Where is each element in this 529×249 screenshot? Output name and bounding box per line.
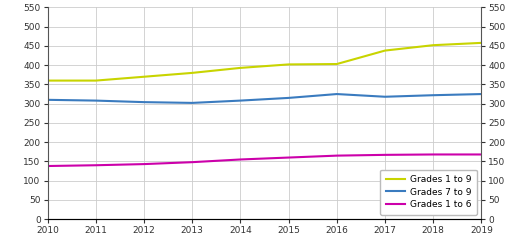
Grades 7 to 9	[93, 99, 99, 102]
Grades 7 to 9	[237, 99, 243, 102]
Grades 7 to 9	[430, 94, 436, 97]
Grades 1 to 6	[237, 158, 243, 161]
Grades 1 to 9	[478, 41, 485, 44]
Grades 7 to 9	[382, 95, 388, 98]
Grades 1 to 9	[237, 66, 243, 69]
Grades 1 to 6	[141, 163, 147, 166]
Grades 1 to 6	[382, 153, 388, 156]
Grades 1 to 9	[382, 49, 388, 52]
Grades 1 to 6	[93, 164, 99, 167]
Grades 1 to 9	[93, 79, 99, 82]
Grades 1 to 6	[189, 161, 195, 164]
Grades 7 to 9	[44, 98, 51, 101]
Grades 1 to 9	[334, 62, 340, 65]
Grades 7 to 9	[286, 96, 292, 99]
Grades 1 to 6	[478, 153, 485, 156]
Grades 1 to 6	[286, 156, 292, 159]
Grades 1 to 9	[286, 63, 292, 66]
Line: Grades 1 to 6: Grades 1 to 6	[48, 154, 481, 166]
Legend: Grades 1 to 9, Grades 7 to 9, Grades 1 to 6: Grades 1 to 9, Grades 7 to 9, Grades 1 t…	[380, 170, 477, 215]
Grades 1 to 9	[141, 75, 147, 78]
Grades 1 to 9	[430, 44, 436, 47]
Grades 1 to 6	[334, 154, 340, 157]
Line: Grades 7 to 9: Grades 7 to 9	[48, 94, 481, 103]
Grades 7 to 9	[141, 101, 147, 104]
Grades 7 to 9	[334, 93, 340, 96]
Line: Grades 1 to 9: Grades 1 to 9	[48, 43, 481, 81]
Grades 1 to 6	[430, 153, 436, 156]
Grades 7 to 9	[189, 101, 195, 104]
Grades 1 to 6	[44, 165, 51, 168]
Grades 7 to 9	[478, 93, 485, 96]
Grades 1 to 9	[189, 71, 195, 74]
Grades 1 to 9	[44, 79, 51, 82]
